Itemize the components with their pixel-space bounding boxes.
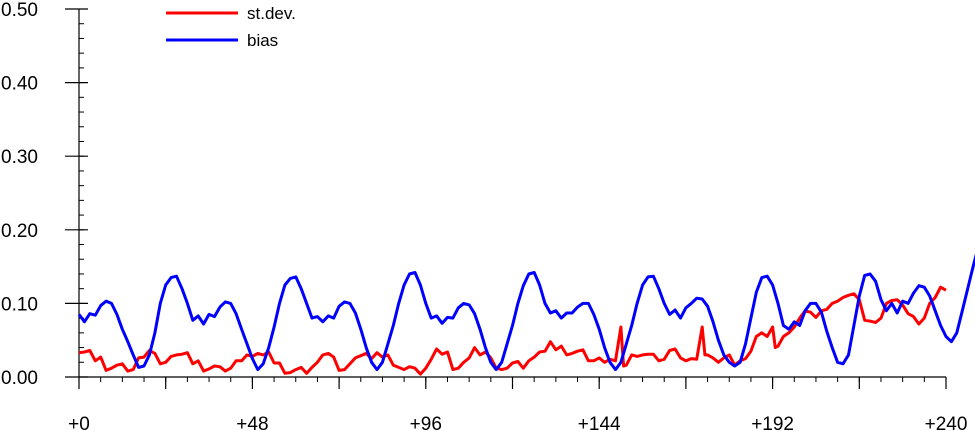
x-tick-label: +48 [236, 414, 268, 431]
series-line-st-dev [78, 285, 947, 376]
y-tick-label: 0.30 [1, 147, 38, 168]
y-tick-label: 0.50 [1, 0, 38, 21]
series-line-bias [77, 253, 975, 372]
plot-lines [77, 253, 975, 376]
legend-label: bias [247, 31, 278, 50]
y-tick-label: 0.00 [1, 368, 38, 389]
x-tick-label: +96 [410, 414, 442, 431]
legend-label: st.dev. [247, 4, 296, 23]
x-tick-label: +192 [751, 414, 794, 431]
x-tick-label: +144 [578, 414, 621, 431]
x-axis: +0 +48 +96 +144 +192 +240 [68, 376, 968, 431]
x-tick-label: +240 [925, 414, 968, 431]
y-tick-label: 0.20 [1, 221, 38, 242]
y-axis: 0.00 0.10 0.20 0.30 0.40 0.50 [1, 0, 88, 389]
legend: st.dev. bias [166, 4, 296, 50]
x-tick-label: +0 [68, 414, 90, 431]
y-tick-label: 0.10 [1, 294, 38, 315]
y-tick-label: 0.40 [1, 74, 38, 95]
